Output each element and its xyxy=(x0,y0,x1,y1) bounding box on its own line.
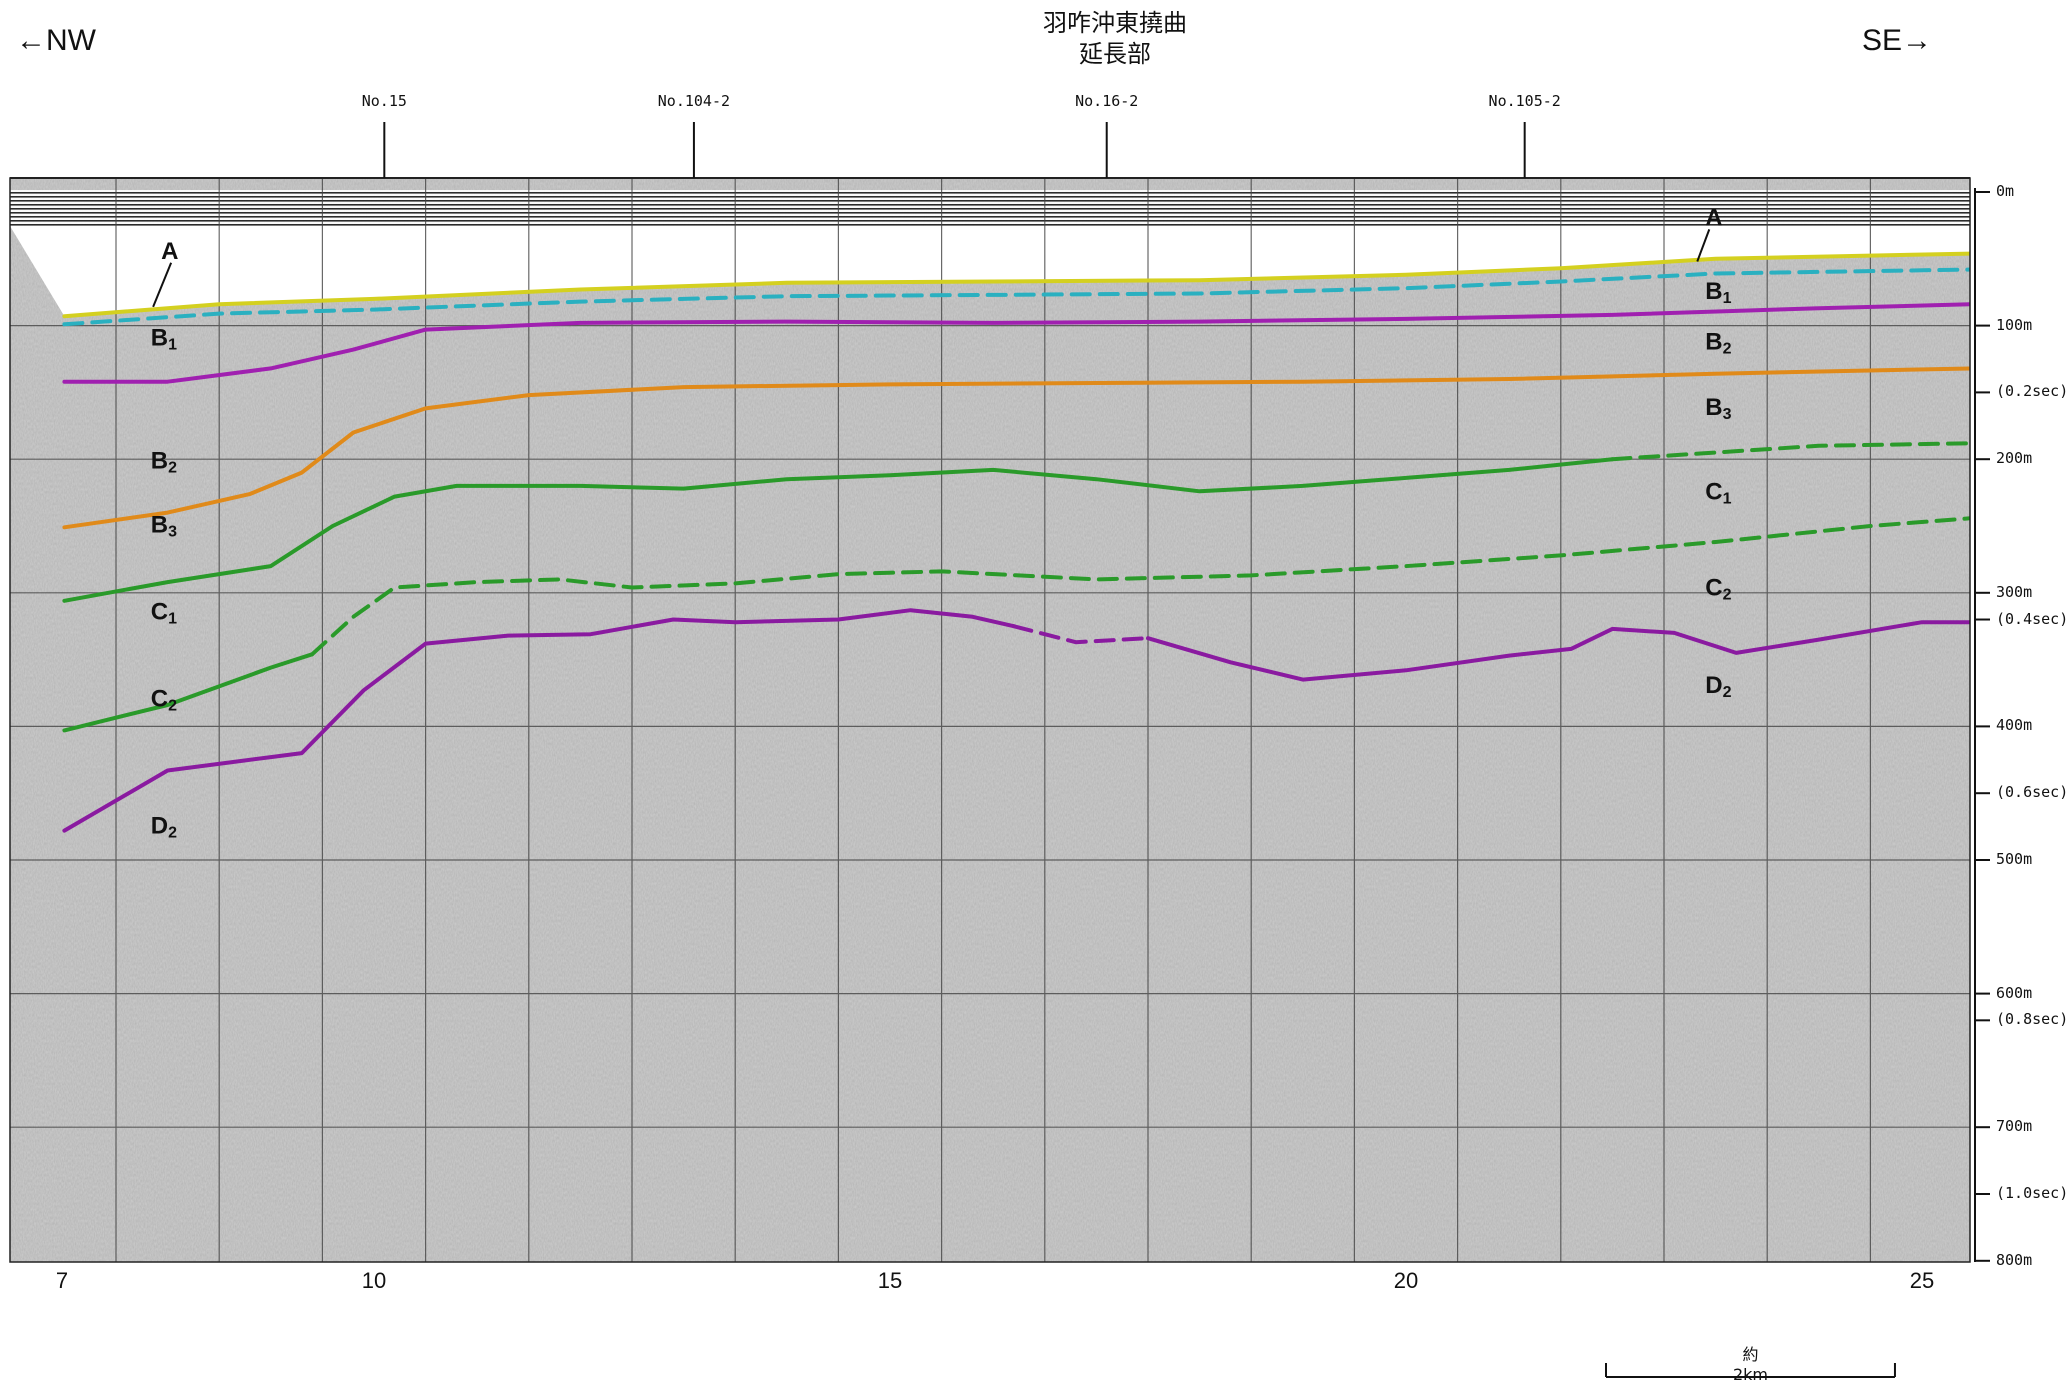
section-title-line2: 延長部 xyxy=(1079,40,1151,68)
unit-label-subscript: 2 xyxy=(168,824,177,841)
crossing-line-label: No.16-2 xyxy=(1075,92,1139,110)
horizon-lines xyxy=(62,251,1970,833)
horizon-b2 xyxy=(62,302,1970,384)
unit-label-subscript: 2 xyxy=(1723,684,1732,701)
horizon-c2-dashed xyxy=(310,516,1970,657)
unit-label-subscript: 2 xyxy=(168,460,177,477)
section-title: 羽咋沖東撓曲 延長部 xyxy=(935,8,1295,70)
horizon-d2-right xyxy=(1146,620,1970,682)
crossing-line-label: No.105-2 xyxy=(1488,92,1561,110)
crossing-line-label: No.15 xyxy=(361,92,407,110)
unit-label-right-a: A xyxy=(1705,204,1722,231)
unit-label-subscript: 2 xyxy=(1723,586,1732,603)
unit-label-subscript: 3 xyxy=(168,524,177,541)
depth-label: (0.8sec) xyxy=(1996,1010,2069,1029)
unit-label-subscript: 2 xyxy=(1723,341,1732,358)
section-grid xyxy=(10,178,1970,1262)
leader-line-a-right xyxy=(1696,229,1711,262)
unit-label-subscript: 3 xyxy=(1723,406,1732,423)
horizon-c1 xyxy=(62,457,1615,603)
leader-line-a-left xyxy=(152,262,173,308)
horizon-b1 xyxy=(62,267,1970,327)
horizon-b3 xyxy=(62,366,1970,530)
crossing-line-ticks xyxy=(383,122,1526,178)
unit-label-left-a: A xyxy=(161,238,178,265)
horizon-d2-dashed xyxy=(1011,624,1150,645)
distance-label: 25 xyxy=(1909,1268,1935,1293)
unit-label-subscript: 1 xyxy=(168,611,177,628)
section-noise-texture xyxy=(10,178,1970,1262)
horizon-d2 xyxy=(62,608,1016,833)
depth-label: (1.0sec) xyxy=(1996,1184,2069,1202)
direction-right-label: SE→ xyxy=(1862,24,1933,57)
depth-label: (0.2sec) xyxy=(1996,382,2069,401)
crossing-line-label: No.104-2 xyxy=(657,92,731,110)
horizon-c2 xyxy=(62,652,315,733)
distance-label: 20 xyxy=(1393,1268,1419,1293)
depth-label: 800m xyxy=(1996,1250,2033,1269)
depth-label: (0.6sec) xyxy=(1996,783,2069,802)
depth-label: 500m xyxy=(1996,850,2033,868)
unit-label-subscript: 1 xyxy=(1723,490,1732,507)
distance-label: 10 xyxy=(361,1268,387,1293)
seafloor-multiple-band xyxy=(10,190,1970,226)
depth-label: (0.4sec) xyxy=(1996,609,2069,628)
horizon-c1-dashed xyxy=(1610,441,1970,462)
scale-bar-label: 約2km xyxy=(1732,1345,1768,1384)
distance-label: 7 xyxy=(55,1268,69,1293)
depth-label: 100m xyxy=(1996,315,2033,334)
horizon-a xyxy=(62,251,1970,319)
scale-bar xyxy=(1605,1363,1896,1378)
depth-label: 400m xyxy=(1996,716,2033,735)
unit-label-subscript: 2 xyxy=(168,697,177,714)
distance-label: 15 xyxy=(877,1268,903,1293)
direction-left-label: ←NW xyxy=(16,24,96,57)
depth-label: 700m xyxy=(1996,1117,2033,1136)
depth-label: 200m xyxy=(1996,449,2033,468)
depth-label: 600m xyxy=(1996,983,2033,1002)
unit-label-subscript: 1 xyxy=(1723,290,1732,307)
depth-label: 300m xyxy=(1996,582,2033,601)
water-column xyxy=(10,226,1970,317)
depth-label: 0m xyxy=(1996,182,2015,200)
section-title-line1: 羽咋沖東撓曲 xyxy=(1043,9,1187,37)
unit-label-subscript: 1 xyxy=(168,337,177,354)
depth-axis-ticks xyxy=(1975,191,1990,1262)
